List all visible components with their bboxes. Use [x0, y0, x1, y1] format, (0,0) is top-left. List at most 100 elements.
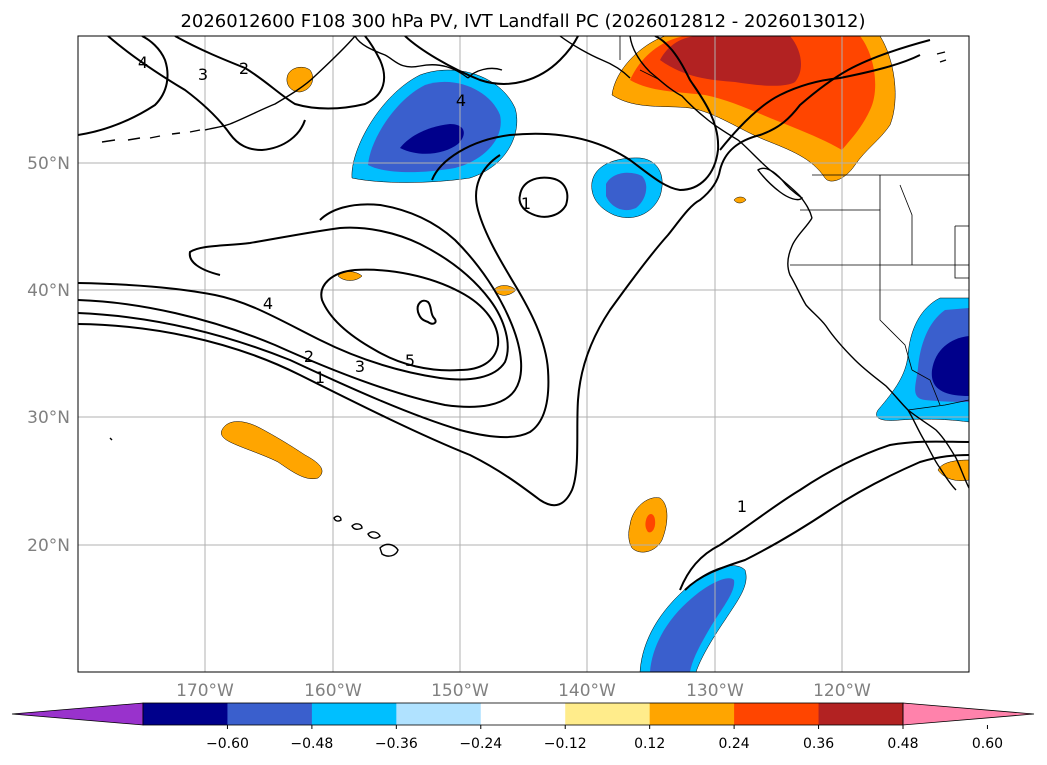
pv-contour-small-closed — [416, 299, 437, 325]
colorbar-segment — [311, 703, 397, 725]
contour-label-trough-5: 5 — [405, 351, 415, 370]
lon-label-150w: 150°W — [431, 681, 489, 701]
positive-anomaly-subtropics-core — [645, 514, 656, 533]
coast-hawaii-maui — [367, 531, 381, 539]
colorbar-segment — [396, 703, 482, 725]
coast-hawaii-kauai — [333, 515, 342, 522]
lon-label-160w: 160°W — [304, 681, 362, 701]
contour-label-trough-3: 3 — [355, 357, 365, 376]
coast-us-west — [787, 217, 969, 489]
figure-title: 2026012600 F108 300 hPa PV, IVT Landfall… — [180, 11, 865, 32]
contour-label-trough-2: 2 — [304, 347, 314, 366]
lon-label-130w: 130°W — [686, 681, 744, 701]
lon-label-140w: 140°W — [558, 681, 616, 701]
colorbar-tick-label: 0.60 — [972, 736, 1003, 752]
colorbar-extend-high — [902, 702, 1035, 726]
pv-contour-1-east — [719, 54, 921, 151]
pv-contour-1-outer — [78, 39, 931, 507]
contour-label-nw-4: 4 — [138, 53, 148, 72]
coast-vancouver-island — [757, 167, 804, 201]
coastlines — [101, 36, 969, 557]
colorbar-tick-label: −0.12 — [544, 736, 587, 752]
coast-baja — [907, 409, 957, 491]
colorbar-segment — [480, 703, 566, 725]
pv-contour-4-trough — [78, 226, 509, 381]
positive-anomaly-small-north — [286, 67, 313, 93]
colorbar-tick-label: 0.12 — [634, 736, 665, 752]
colorbar-tick-label: −0.24 — [459, 736, 502, 752]
lat-label-20n: 20°N — [27, 536, 70, 556]
colorbar-tick-label: 0.36 — [803, 736, 834, 752]
lat-label-50n: 50°N — [27, 154, 70, 174]
coast-hawaii-oahu — [351, 523, 363, 531]
border-nevada-east — [954, 225, 969, 279]
positive-anomaly-british-columbia-core — [660, 36, 802, 86]
pv-contour-2-trough — [78, 154, 550, 439]
colorbar-segment — [649, 703, 735, 725]
colorbar-segment — [227, 703, 313, 725]
pv-contour-3-northwest — [107, 36, 306, 152]
coast-islands-west — [109, 437, 113, 441]
contour-labels: 4 3 2 4 1 4 2 3 5 1 1 — [138, 53, 747, 516]
colorbar-extend-low — [11, 702, 144, 726]
pv-contour-1-southeast — [679, 440, 969, 591]
colorbar-segment — [734, 703, 820, 725]
positive-anomaly-hawaii-chain — [221, 421, 323, 480]
colorbar-tick-label: −0.60 — [206, 736, 249, 752]
pv-contour-5-trough — [320, 268, 500, 372]
contour-label-trough-4: 4 — [263, 294, 273, 313]
pv-contour-1-closed — [518, 176, 569, 218]
map-area: 4 3 2 4 1 4 2 3 5 1 1 — [78, 36, 969, 672]
colorbar-tick-label: −0.48 — [290, 736, 333, 752]
gridlines — [78, 36, 969, 672]
pv-contour-2-north — [174, 36, 386, 110]
pv-contour-3-trough — [78, 203, 523, 408]
coast-bc-panhandle — [629, 36, 813, 219]
latitude-labels: 50°N 40°N 30°N 20°N — [27, 154, 70, 556]
coast-alaska-peninsula — [204, 36, 356, 131]
negative-anomaly-gulf-alaska-core — [400, 124, 464, 154]
contour-label-n-2: 2 — [239, 59, 249, 78]
negative-anomaly-subtropics-core — [650, 578, 735, 672]
contour-label-nw-3: 3 — [198, 65, 208, 84]
colorbar-tick-label: 0.24 — [719, 736, 750, 752]
lat-label-40n: 40°N — [27, 281, 70, 301]
border-arizona — [911, 369, 941, 406]
colorbar-segment — [565, 703, 651, 725]
negative-anomaly-offshore-core — [606, 172, 647, 211]
coast-hawaii-island — [379, 543, 399, 557]
contour-label-gulf-4: 4 — [456, 91, 466, 110]
coast-alaska-mainland — [354, 36, 631, 79]
positive-anomaly-dot-east — [733, 196, 747, 204]
colorbar-segment — [143, 703, 228, 725]
longitude-labels: 170°W 160°W 150°W 140°W 130°W 120°W — [176, 681, 871, 701]
pv-contour-1-ridge — [431, 36, 720, 192]
shaded-field — [221, 36, 969, 672]
lon-label-170w: 170°W — [176, 681, 234, 701]
contour-label-se-1: 1 — [737, 497, 747, 516]
coast-islands-north — [936, 51, 947, 63]
coast-aleutians — [101, 129, 201, 143]
lat-label-30n: 30°N — [27, 408, 70, 428]
contour-label-closed-1: 1 — [521, 194, 531, 213]
lon-label-120w: 120°W — [813, 681, 871, 701]
contour-label-outer-1: 1 — [315, 368, 325, 387]
pv-contour-1-south — [684, 454, 969, 591]
pv-contours — [78, 36, 969, 591]
border-us-mexico — [907, 399, 969, 411]
colorbar-tick-label: −0.36 — [375, 736, 418, 752]
negative-anomaly-california-core — [931, 336, 969, 396]
colorbar-ticks: −0.60 −0.48 −0.36 −0.24 −0.12 0.12 0.24 0.36 0.4… — [206, 725, 1003, 752]
map-frame — [77, 35, 970, 673]
border-state-ca-nv — [879, 265, 913, 371]
political-borders — [619, 36, 969, 411]
pv-contour-4-northwest — [78, 36, 169, 136]
border-idaho — [879, 175, 913, 265]
colorbar-segment — [818, 703, 904, 725]
pv-contour-4-gulf — [404, 36, 579, 85]
colorbar-tick-label: 0.48 — [887, 736, 918, 752]
border-alaska-canada — [619, 36, 661, 81]
colorbar — [11, 702, 1035, 726]
colorbar-frame — [142, 702, 904, 726]
